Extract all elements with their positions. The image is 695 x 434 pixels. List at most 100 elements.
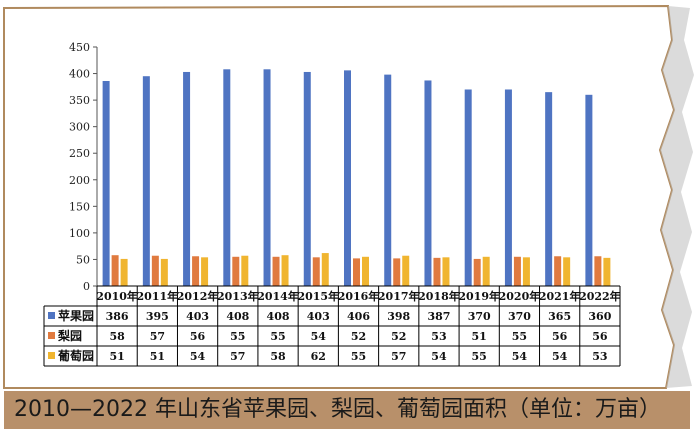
- bar-2: [151, 255, 159, 286]
- legend-swatch: [48, 332, 55, 339]
- bar-2: [272, 256, 280, 286]
- y-tick-label: 200: [69, 174, 90, 187]
- bar-2: [513, 256, 521, 286]
- bar-3: [522, 257, 530, 286]
- chart-caption: 2010—2022 年山东省苹果园、梨园、葡萄园面积（单位：万亩）: [4, 391, 690, 429]
- data-label: 54: [431, 350, 447, 363]
- data-label: 395: [146, 310, 169, 323]
- bar-3: [442, 257, 450, 286]
- bar-3: [120, 258, 128, 286]
- torn-paper-shadow: [660, 6, 694, 388]
- data-label: 403: [186, 310, 209, 323]
- data-label: 360: [588, 310, 611, 323]
- bar-3: [402, 255, 410, 286]
- bar-2: [232, 256, 240, 286]
- category-label: 2017年: [378, 289, 420, 303]
- bar-2: [312, 257, 320, 286]
- category-label: 2014年: [257, 289, 299, 303]
- data-label: 54: [190, 350, 206, 363]
- y-tick-label: 350: [69, 94, 90, 107]
- series-name: 梨园: [57, 328, 82, 343]
- y-tick-label: 0: [83, 280, 90, 293]
- data-label: 398: [387, 310, 410, 323]
- data-label: 387: [427, 310, 450, 323]
- bar-3: [281, 255, 289, 286]
- category-label: 2019年: [458, 289, 500, 303]
- bar-1: [504, 89, 512, 286]
- data-label: 56: [552, 330, 568, 343]
- bar-3: [201, 257, 209, 286]
- data-label: 408: [267, 310, 290, 323]
- bar-2: [594, 256, 602, 286]
- y-tick-label: 50: [76, 253, 90, 266]
- bar-1: [545, 92, 553, 287]
- category-label: 2012年: [177, 289, 219, 303]
- y-tick-label: 300: [69, 121, 90, 134]
- legend-swatch: [48, 352, 55, 359]
- series-name: 葡萄园: [57, 348, 94, 363]
- bar-3: [160, 258, 168, 286]
- bar-3: [482, 256, 490, 286]
- bar-1: [102, 80, 110, 286]
- bar-3: [362, 256, 369, 286]
- category-label: 2016年: [338, 289, 380, 303]
- data-label: 55: [351, 350, 366, 363]
- data-label: 51: [472, 330, 487, 343]
- bar-1: [142, 76, 150, 286]
- bar-2: [353, 258, 360, 286]
- data-label: 52: [351, 330, 366, 343]
- y-tick-label: 100: [69, 227, 90, 240]
- bar-1: [585, 94, 593, 286]
- bar-1: [424, 80, 432, 287]
- data-label: 51: [150, 350, 165, 363]
- data-label: 58: [109, 330, 125, 343]
- category-label: 2022年: [579, 289, 621, 303]
- data-label: 408: [226, 310, 249, 323]
- data-label: 54: [311, 330, 327, 343]
- data-label: 57: [150, 330, 165, 343]
- data-label: 58: [270, 350, 286, 363]
- series-name: 苹果园: [58, 308, 94, 323]
- bar-1: [223, 69, 231, 286]
- data-label: 52: [391, 330, 406, 343]
- data-label: 55: [512, 330, 527, 343]
- data-label: 56: [592, 330, 608, 343]
- data-label: 386: [106, 310, 129, 323]
- bar-1: [384, 74, 392, 287]
- data-label: 53: [592, 350, 607, 363]
- category-label: 2021年: [539, 289, 581, 303]
- data-label: 62: [311, 350, 326, 363]
- bar-1: [263, 69, 271, 286]
- category-label: 2020年: [499, 289, 541, 303]
- data-label: 57: [391, 350, 406, 363]
- category-label: 2018年: [418, 289, 460, 303]
- bar-2: [192, 256, 200, 286]
- data-label: 55: [472, 350, 487, 363]
- y-tick-label: 250: [69, 147, 90, 160]
- data-label: 370: [468, 310, 491, 323]
- data-label: 55: [230, 330, 245, 343]
- bar-1: [344, 70, 351, 286]
- bar-1: [464, 89, 472, 286]
- data-label: 57: [230, 350, 245, 363]
- bar-2: [393, 258, 401, 286]
- data-label: 406: [347, 310, 370, 323]
- bar-3: [603, 257, 611, 286]
- data-label: 365: [548, 310, 571, 323]
- y-tick-label: 400: [69, 68, 90, 81]
- bar-3: [241, 255, 249, 286]
- bar-2: [433, 257, 441, 286]
- bar-3: [563, 257, 571, 286]
- bar-1: [183, 71, 191, 286]
- y-tick-label: 450: [69, 41, 90, 54]
- category-label: 2015年: [297, 289, 339, 303]
- data-label: 56: [190, 330, 206, 343]
- bar-1: [303, 71, 311, 286]
- bar-2: [473, 258, 481, 286]
- bar-2: [111, 255, 119, 286]
- category-label: 2011年: [137, 289, 179, 303]
- data-label: 51: [109, 350, 124, 363]
- bar-3: [321, 253, 329, 286]
- data-label: 370: [508, 310, 531, 323]
